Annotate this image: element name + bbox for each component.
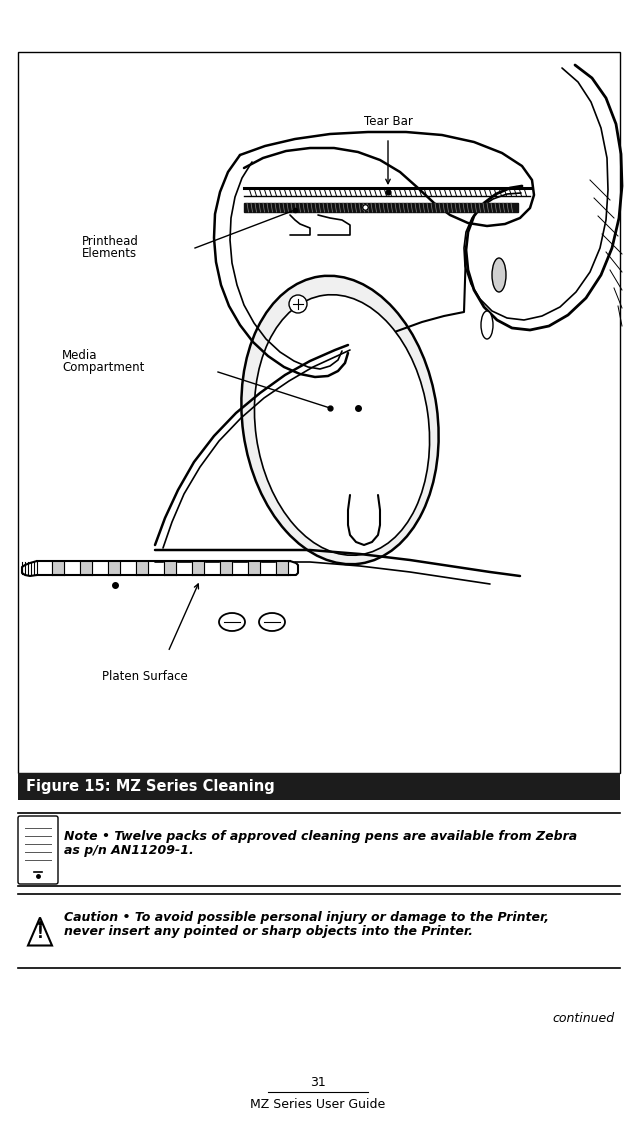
Text: as p/n AN11209-1.: as p/n AN11209-1. <box>64 844 194 857</box>
Polygon shape <box>192 561 204 575</box>
Circle shape <box>289 295 307 314</box>
Ellipse shape <box>254 294 429 556</box>
Text: continued: continued <box>553 1012 615 1024</box>
Text: Printhead: Printhead <box>82 235 139 248</box>
Ellipse shape <box>259 614 285 631</box>
Text: Compartment: Compartment <box>62 361 145 374</box>
Text: Elements: Elements <box>82 247 137 260</box>
Text: Media: Media <box>62 349 97 362</box>
Text: Tear Bar: Tear Bar <box>364 115 412 128</box>
Polygon shape <box>80 561 92 575</box>
Polygon shape <box>290 561 298 575</box>
Polygon shape <box>28 918 52 945</box>
Text: !: ! <box>36 926 43 941</box>
Ellipse shape <box>241 276 439 564</box>
Bar <box>18 773 620 800</box>
Polygon shape <box>244 203 518 212</box>
Text: Note • Twelve packs of approved cleaning pens are available from Zebra: Note • Twelve packs of approved cleaning… <box>64 830 577 843</box>
Polygon shape <box>220 561 232 575</box>
Ellipse shape <box>492 258 506 292</box>
Text: 31: 31 <box>310 1075 326 1089</box>
Text: Platen Surface: Platen Surface <box>102 670 188 683</box>
Ellipse shape <box>219 614 245 631</box>
Text: Figure 15: MZ Series Cleaning: Figure 15: MZ Series Cleaning <box>26 779 275 794</box>
Polygon shape <box>276 561 288 575</box>
Polygon shape <box>136 561 148 575</box>
Ellipse shape <box>481 311 493 338</box>
Text: Caution • To avoid possible personal injury or damage to the Printer,: Caution • To avoid possible personal inj… <box>64 911 549 924</box>
Polygon shape <box>52 561 64 575</box>
Bar <box>18 52 620 773</box>
Text: MZ Series User Guide: MZ Series User Guide <box>250 1098 385 1110</box>
Polygon shape <box>108 561 120 575</box>
Polygon shape <box>164 561 176 575</box>
Text: never insert any pointed or sharp objects into the Printer.: never insert any pointed or sharp object… <box>64 925 473 938</box>
Polygon shape <box>22 561 37 576</box>
FancyBboxPatch shape <box>18 816 58 884</box>
Polygon shape <box>248 561 260 575</box>
